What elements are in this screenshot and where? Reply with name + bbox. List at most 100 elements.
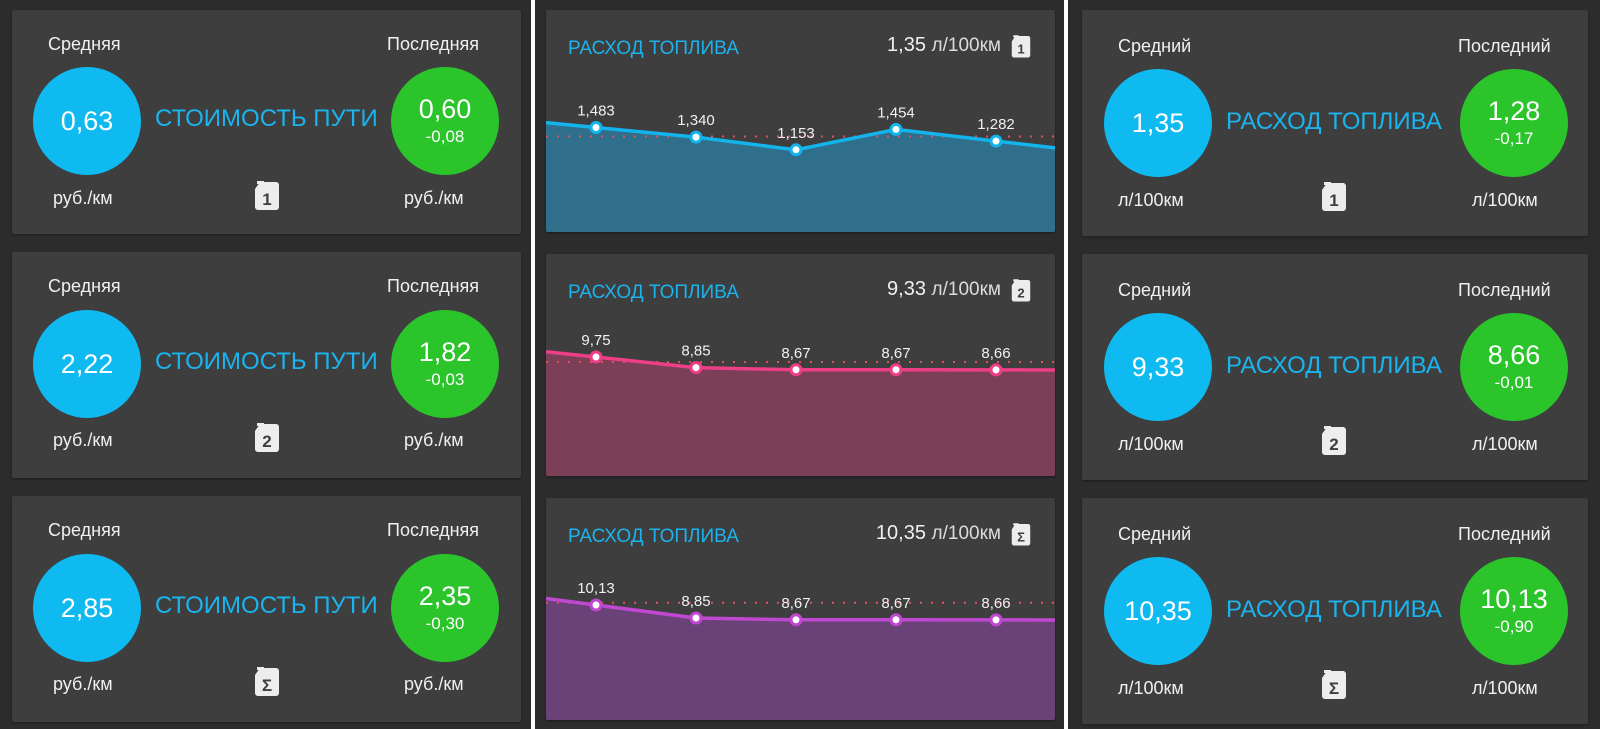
last-value-circle: 10,13 -0,90 xyxy=(1460,557,1568,665)
chart-point-label: 1,340 xyxy=(677,112,715,129)
chart-point-label: 8,67 xyxy=(881,345,910,362)
unit-label: руб./км xyxy=(404,188,464,208)
tank-glyph: 1 xyxy=(262,190,271,209)
chart-area-fill xyxy=(546,122,1055,232)
last-delta: -0,30 xyxy=(425,614,465,633)
average-value: 9,33 xyxy=(1131,352,1185,382)
chart-point-label: 1,282 xyxy=(977,116,1015,133)
chart-point-label: 1,153 xyxy=(777,125,815,142)
average-value: 0,63 xyxy=(60,106,114,136)
average-label: Средний xyxy=(1118,36,1192,56)
last-label: Последняя xyxy=(387,34,480,54)
last-delta: -0,01 xyxy=(1494,373,1534,392)
chart-point xyxy=(689,130,703,144)
last-value: 1,82 xyxy=(418,337,472,367)
last-value-circle: 1,28 -0,17 xyxy=(1460,69,1568,177)
chart-point xyxy=(589,350,603,364)
chart-title: РАСХОД ТОПЛИВА xyxy=(568,526,739,547)
average-value-circle: 2,22 xyxy=(33,310,141,418)
last-value: 0,60 xyxy=(418,94,472,124)
chart-point xyxy=(989,363,1003,377)
chart-average-value: 9,33 xyxy=(887,278,926,300)
fuel-chart-card[interactable]: 1,483 1,340 1,153 1,454 1,282 РАСХОД ТОПЛИВА… xyxy=(546,10,1055,232)
average-value-circle: 2,85 xyxy=(33,554,141,662)
last-value-circle: 8,66 -0,01 xyxy=(1460,313,1568,421)
fuel-chart-card[interactable]: 9,75 8,85 8,67 8,67 8,66 РАСХОД ТОПЛИВА 9,33… xyxy=(546,254,1055,476)
unit-label: руб./км xyxy=(53,674,113,694)
chart-point-label: 8,66 xyxy=(981,345,1010,362)
chart-point-label: 8,67 xyxy=(781,345,810,362)
chart-point xyxy=(689,361,703,375)
chart-point xyxy=(889,363,903,377)
chart-point xyxy=(989,613,1003,627)
fuel-card[interactable]: Средний Последний 9,33 РАСХОД ТОПЛИВА 8,… xyxy=(1082,254,1588,480)
metric-title: СТОИМОСТЬ ПУТИ xyxy=(155,348,378,375)
fuel-tank-2-icon: 2 xyxy=(1011,279,1031,302)
chart-point-label: 8,67 xyxy=(781,595,810,612)
last-delta: -0,90 xyxy=(1494,617,1534,636)
last-label: Последний xyxy=(1458,280,1551,300)
unit-label: л/100км xyxy=(1118,678,1184,698)
chart-average-value: 10,35 xyxy=(875,522,926,544)
fuel-column: Средний Последний 1,35 РАСХОД ТОПЛИВА 1,… xyxy=(1068,0,1600,729)
chart-point-label: 10,13 xyxy=(577,580,615,597)
fuel-card[interactable]: Средний Последний 10,35 РАСХОД ТОПЛИВА 1… xyxy=(1082,498,1588,724)
chart-unit: л/100км xyxy=(931,35,1001,56)
fuel-tank-1-icon: 1 xyxy=(1322,182,1346,211)
tank-glyph: 2 xyxy=(1329,435,1338,454)
tank-glyph: 1 xyxy=(1329,191,1338,210)
cost-card[interactable]: Средняя Последняя 0,63 СТОИМОСТЬ ПУТИ 0,… xyxy=(12,10,521,234)
chart-area-fill xyxy=(546,351,1055,476)
chart-point-label: 9,75 xyxy=(581,332,610,349)
average-label: Средняя xyxy=(48,276,121,296)
chart-point xyxy=(989,134,1003,148)
average-label: Средняя xyxy=(48,520,121,540)
average-label: Средний xyxy=(1118,524,1192,544)
average-value-circle: 9,33 xyxy=(1104,313,1212,421)
fuel-tank-sum-icon: Σ xyxy=(1011,523,1031,546)
tank-glyph: 1 xyxy=(1017,42,1024,57)
chart-point xyxy=(889,613,903,627)
fuel-card[interactable]: Средний Последний 1,35 РАСХОД ТОПЛИВА 1,… xyxy=(1082,10,1588,236)
metric-title: СТОИМОСТЬ ПУТИ xyxy=(155,592,378,619)
unit-label: руб./км xyxy=(53,430,113,450)
unit-label: руб./км xyxy=(404,674,464,694)
chart-column: 1,483 1,340 1,153 1,454 1,282 РАСХОД ТОПЛИВА… xyxy=(535,0,1064,729)
fuel-chart-card[interactable]: 10,13 8,85 8,67 8,67 8,66 РАСХОД ТОПЛИВА 10,… xyxy=(546,498,1055,720)
chart-point-label: 8,67 xyxy=(881,595,910,612)
chart-title: РАСХОД ТОПЛИВА xyxy=(568,38,739,59)
unit-label: руб./км xyxy=(53,188,113,208)
metric-title: РАСХОД ТОПЛИВА xyxy=(1226,108,1442,135)
chart-point xyxy=(789,143,803,157)
fuel-tank-1-icon: 1 xyxy=(1011,35,1031,58)
cost-column: Средняя Последняя 0,63 СТОИМОСТЬ ПУТИ 0,… xyxy=(0,0,531,729)
metric-title: РАСХОД ТОПЛИВА xyxy=(1226,596,1442,623)
last-label: Последняя xyxy=(387,276,480,296)
last-label: Последняя xyxy=(387,520,480,540)
unit-label: л/100км xyxy=(1118,190,1184,210)
chart-point xyxy=(889,122,903,136)
average-label: Средняя xyxy=(48,34,121,54)
average-value-circle: 1,35 xyxy=(1104,69,1212,177)
last-value: 1,28 xyxy=(1487,96,1541,126)
fuel-tank-1-icon: 1 xyxy=(255,181,279,210)
chart-average-value: 1,35 xyxy=(887,34,926,56)
fuel-tank-sum-icon: Σ xyxy=(255,667,279,696)
last-value-circle: 2,35 -0,30 xyxy=(391,554,499,662)
chart-point-label: 8,85 xyxy=(681,593,710,610)
metric-title: СТОИМОСТЬ ПУТИ xyxy=(155,105,378,132)
last-value: 8,66 xyxy=(1487,340,1541,370)
tank-glyph: 2 xyxy=(1017,286,1024,301)
chart-point-label: 1,454 xyxy=(877,104,915,121)
tank-glyph: Σ xyxy=(1329,679,1339,698)
cost-card[interactable]: Средняя Последняя 2,85 СТОИМОСТЬ ПУТИ 2,… xyxy=(12,496,521,722)
cost-card[interactable]: Средняя Последняя 2,22 СТОИМОСТЬ ПУТИ 1,… xyxy=(12,252,521,478)
last-delta: -0,08 xyxy=(425,127,465,146)
last-value: 10,13 xyxy=(1480,584,1548,614)
average-value: 10,35 xyxy=(1124,596,1192,626)
average-value: 2,85 xyxy=(60,593,114,623)
chart-point-label: 8,85 xyxy=(681,343,710,360)
average-label: Средний xyxy=(1118,280,1192,300)
fuel-tank-2-icon: 2 xyxy=(1322,426,1346,455)
average-value-circle: 10,35 xyxy=(1104,557,1212,665)
